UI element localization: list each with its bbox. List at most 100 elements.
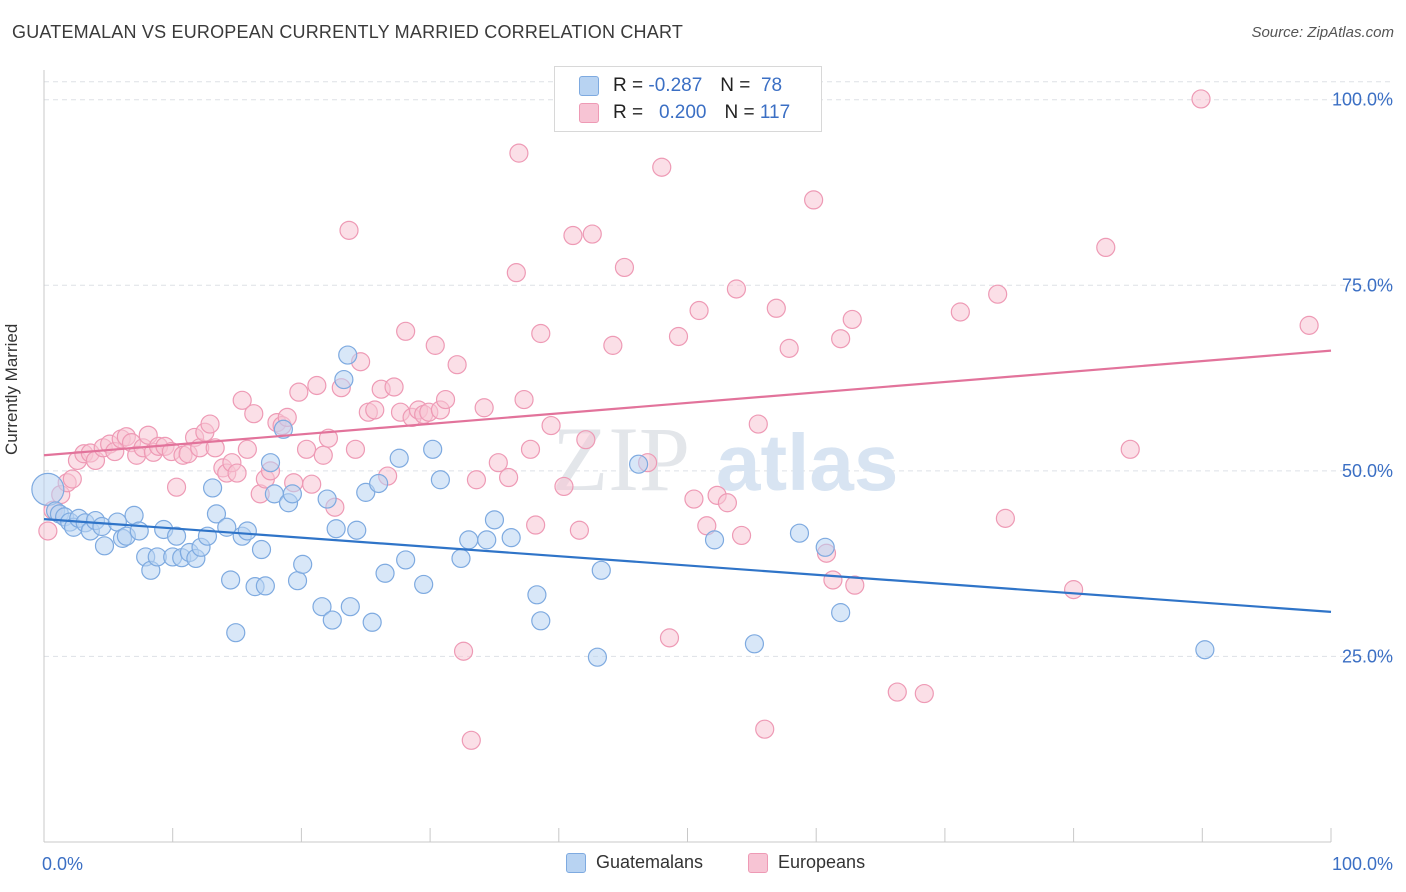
guatemalans-point: [317, 489, 337, 509]
guatemalans-point: [94, 536, 115, 556]
europeans-point: [1299, 315, 1319, 335]
europeans-point: [509, 143, 529, 163]
chart-title: GUATEMALAN VS EUROPEAN CURRENTLY MARRIED…: [12, 22, 684, 42]
guatemalans-point: [591, 560, 611, 580]
europeans-point: [652, 157, 672, 177]
europeans-point: [576, 430, 596, 450]
legend-label-europeans: Europeans: [778, 852, 866, 872]
trend-lines: [43, 349, 1332, 613]
europeans-swatch: [579, 103, 599, 123]
europeans-point: [339, 220, 359, 240]
y-tick-label: 100.0%: [1332, 90, 1393, 110]
source-credit: Source: ZipAtlas.com: [1251, 24, 1394, 41]
europeans-point: [296, 439, 317, 459]
europeans-point: [62, 469, 82, 489]
europeans-legend-swatch: [748, 852, 768, 873]
europeans-point: [684, 489, 704, 509]
guatemalans-point: [744, 634, 765, 654]
europeans-point: [1063, 580, 1084, 600]
europeans-point: [779, 338, 799, 358]
n-value-guatemalans: 78: [760, 75, 783, 96]
guatemalans-point: [338, 345, 358, 365]
guatemalans-point: [340, 597, 360, 617]
europeans-point: [166, 477, 187, 497]
guatemalans-point: [477, 530, 497, 550]
europeans-point: [603, 335, 623, 355]
guatemalans-point: [1195, 640, 1215, 660]
europeans-point: [474, 398, 494, 418]
guatemalans-point: [312, 597, 332, 617]
guatemalans-point: [326, 519, 346, 539]
guatemalans-point: [527, 585, 547, 605]
stats-row-europeans: R = 0.200 N = 117: [579, 101, 790, 125]
europeans-point: [200, 414, 220, 434]
europeans-point: [461, 730, 481, 750]
europeans-point: [554, 476, 574, 497]
guatemalans-point: [287, 571, 308, 591]
europeans-point: [289, 382, 309, 402]
watermark-atlas: atlas: [716, 418, 898, 507]
europeans-point: [582, 224, 602, 244]
europeans-point: [244, 404, 264, 424]
europeans-point: [232, 390, 252, 410]
r-label: R =: [613, 75, 644, 96]
guatemalans-point: [166, 526, 187, 546]
europeans-point: [1120, 439, 1140, 459]
guatemalans-point: [531, 611, 551, 631]
guatemalans-point: [831, 603, 851, 623]
guatemalans-point: [430, 470, 450, 490]
axes: [43, 70, 1332, 843]
guatemalans-point: [375, 563, 395, 583]
europeans-point: [766, 298, 786, 318]
europeans-point: [488, 453, 508, 473]
europeans-point: [38, 521, 58, 541]
europeans-point: [365, 400, 385, 420]
watermark: ZIP atlas: [552, 408, 898, 510]
legend-item-europeans: Europeans: [748, 852, 865, 873]
guatemalans-point: [237, 521, 257, 541]
guatemalans-point: [451, 548, 471, 569]
guatemalans-point: [31, 472, 65, 507]
europeans-point: [318, 428, 339, 448]
guatemalans-point: [293, 554, 313, 574]
n-value-europeans: 117: [759, 102, 791, 123]
guatemalans-point: [251, 539, 272, 560]
europeans-point: [823, 570, 843, 590]
guatemalans-point: [789, 523, 810, 543]
guatemalans-point: [221, 570, 241, 590]
r-label: R =: [613, 102, 644, 123]
tick-labels: 25.0% 50.0% 75.0% 100.0% 0.0% 100.0%: [42, 90, 1393, 874]
guatemalans-point: [587, 647, 608, 667]
europeans-point: [466, 470, 487, 490]
europeans-point: [569, 520, 589, 540]
europeans-point: [237, 439, 257, 459]
europeans-point: [842, 309, 862, 330]
guatemalans-point: [396, 550, 416, 570]
europeans-point: [563, 225, 583, 246]
europeans-point: [659, 628, 680, 648]
guatemalans-point: [501, 528, 521, 548]
europeans-point: [887, 682, 907, 702]
europeans-point: [499, 467, 519, 488]
legend-item-guatemalans: Guatemalans: [566, 852, 703, 873]
europeans-point: [726, 279, 747, 299]
y-axis-label: Currently Married: [2, 323, 21, 455]
europeans-point: [384, 377, 404, 397]
europeans-point: [689, 300, 709, 321]
stats-legend: R = -0.287 N = 78 R = 0.200 N = 117: [554, 66, 822, 132]
guatemalans-point: [414, 574, 434, 595]
guatemalans-legend-swatch: [566, 852, 586, 873]
guatemalans-point: [255, 576, 275, 596]
europeans-point: [453, 641, 474, 661]
europeans-point: [731, 525, 752, 546]
x-tick-label-min: 0.0%: [42, 854, 83, 874]
watermark-zip: ZIP: [552, 408, 690, 510]
x-tick-label-max: 100.0%: [1332, 854, 1393, 874]
guatemalans-point: [423, 439, 443, 459]
europeans-point: [425, 335, 445, 355]
y-tick-label: 50.0%: [1342, 461, 1393, 481]
europeans-point: [396, 321, 416, 341]
guatemalans-point: [815, 537, 835, 557]
guatemalans-point: [362, 612, 382, 632]
